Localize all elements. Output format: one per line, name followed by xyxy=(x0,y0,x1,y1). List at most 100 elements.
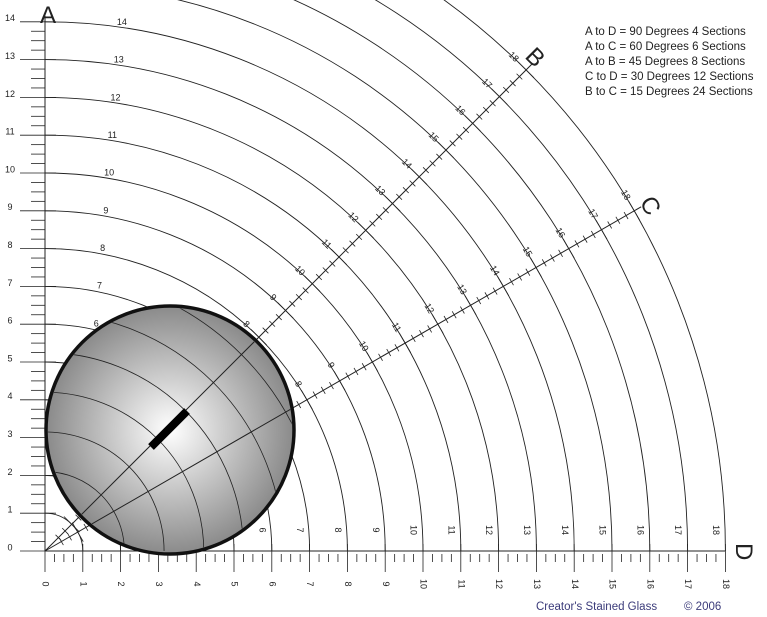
arc-end-label: 7 xyxy=(295,527,305,532)
ray-30-tick xyxy=(582,235,588,243)
arc-label: 14 xyxy=(117,17,127,27)
ray-45-tick xyxy=(422,167,429,174)
ray-45-tick xyxy=(509,80,516,87)
ray-30-label: 8 xyxy=(293,379,304,388)
ray-30-tick xyxy=(476,296,482,305)
arc-end-label: 18 xyxy=(711,525,721,535)
ray-45-tick xyxy=(330,248,348,266)
ray-30-label: 18 xyxy=(619,188,633,202)
arc-end-label: 10 xyxy=(409,525,419,535)
ray-45-tick xyxy=(396,193,403,200)
x-tick-label: 10 xyxy=(419,579,429,589)
x-tick-label: 16 xyxy=(645,579,655,589)
arc-end-label: 15 xyxy=(598,525,608,535)
ray-30-tick xyxy=(525,268,531,276)
ray-45-label: 8 xyxy=(241,319,252,330)
ray-30-tick xyxy=(296,400,302,409)
y-tick-label: 11 xyxy=(5,127,14,137)
y-tick-label: 2 xyxy=(7,467,12,477)
x-tick-label: 13 xyxy=(532,579,542,589)
arc-label: 6 xyxy=(94,318,99,328)
arc-label: 12 xyxy=(111,92,121,102)
ray-45-tick xyxy=(384,195,401,212)
ray-30-tick xyxy=(607,221,613,229)
ray-45-tick xyxy=(516,73,523,80)
y-tick-label: 4 xyxy=(7,391,12,401)
ray-30-tick xyxy=(301,390,313,410)
corner-label-d: D xyxy=(730,543,757,560)
ray-30-tick xyxy=(329,381,334,390)
corner-label-a: A xyxy=(40,2,56,29)
y-tick-label: 13 xyxy=(5,51,15,61)
ray-45-tick xyxy=(476,113,483,120)
ray-45-tick xyxy=(357,222,374,239)
x-tick-label: 8 xyxy=(343,581,353,586)
ray-45-tick xyxy=(322,267,329,274)
x-tick-label: 7 xyxy=(305,581,315,586)
ray-30-tick xyxy=(312,391,318,399)
ray-45-label: 15 xyxy=(427,130,441,144)
ray-45-tick xyxy=(382,207,389,214)
x-tick-label: 9 xyxy=(381,581,391,586)
ray-30-label: 9 xyxy=(326,360,337,369)
arc-label: 9 xyxy=(103,205,108,215)
ray-30-label: 14 xyxy=(488,264,502,278)
ray-45-tick xyxy=(489,100,496,107)
x-tick-label: 15 xyxy=(608,579,618,589)
ray-30-tick xyxy=(361,363,367,371)
ray-30-tick xyxy=(492,287,498,295)
ray-45-tick xyxy=(411,168,428,185)
x-tick-label: 6 xyxy=(267,581,277,586)
x-tick-label: 0 xyxy=(41,581,51,586)
ray-45-label: 14 xyxy=(400,157,414,171)
ray-30-tick xyxy=(353,367,359,376)
ray-30-tick xyxy=(419,329,424,338)
ray-30-tick xyxy=(574,240,580,248)
ray-30-tick xyxy=(464,295,477,316)
ray-45-tick xyxy=(63,516,80,533)
ray-30-tick xyxy=(378,353,383,361)
legend-line-1: A to D = 90 Degrees 4 Sections xyxy=(585,26,746,38)
ray-45-tick xyxy=(277,302,294,319)
ray-45-tick xyxy=(289,300,296,307)
ray-30-tick xyxy=(59,537,64,546)
ray-30-tick xyxy=(562,238,575,259)
lens-ray xyxy=(48,308,292,552)
ray-30-tick xyxy=(386,348,392,357)
ray-45-tick xyxy=(502,86,510,94)
ray-30-tick xyxy=(541,259,547,267)
y-tick-label: 9 xyxy=(7,202,12,212)
ray-30-tick xyxy=(623,211,629,220)
ray-30-tick xyxy=(83,523,89,532)
ray-45-tick xyxy=(409,180,416,187)
ray-45-tick xyxy=(349,240,356,247)
y-tick-label: 12 xyxy=(5,89,15,99)
arc-label: 11 xyxy=(108,130,117,140)
corner-label-c: C xyxy=(634,192,666,221)
ray-45-tick xyxy=(304,275,321,292)
y-tick-label: 1 xyxy=(7,505,12,515)
ray-45-label: 9 xyxy=(268,292,279,303)
ray-45-tick xyxy=(462,126,470,134)
y-tick-label: 0 xyxy=(7,542,12,552)
lens-handle-mark xyxy=(148,408,190,450)
ray-45-tick xyxy=(275,314,282,321)
ray-45-tick xyxy=(75,514,82,521)
arc-end-label: 11 xyxy=(446,525,456,534)
ray-30-label: 12 xyxy=(423,301,437,315)
ray-30-label: 15 xyxy=(521,245,535,259)
ray-30-label: 16 xyxy=(553,226,567,240)
ray-45-tick xyxy=(429,160,436,167)
ray-45-tick xyxy=(402,187,409,194)
ray-30-tick xyxy=(394,344,400,352)
arc-end-label: 9 xyxy=(371,527,381,532)
ray-45-tick xyxy=(464,115,481,132)
arc-end-label: 14 xyxy=(560,525,570,535)
arc-end-label: 8 xyxy=(333,527,343,532)
y-tick-label: 5 xyxy=(7,353,12,363)
ray-30-tick xyxy=(484,292,490,300)
ray-45-tick xyxy=(518,61,535,78)
ray-30-tick xyxy=(550,254,555,262)
x-tick-label: 4 xyxy=(192,581,202,586)
lens-overlay xyxy=(48,308,292,552)
